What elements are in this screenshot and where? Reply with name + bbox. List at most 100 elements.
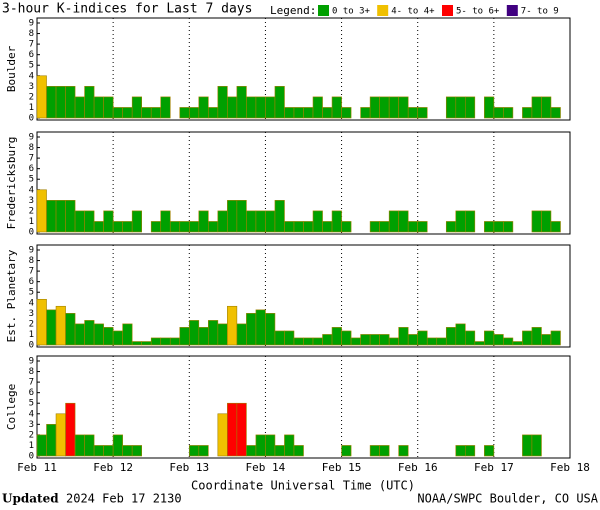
bar [331,96,342,119]
bar [65,200,76,233]
y-tick-label: 3 [29,309,34,319]
bar [65,313,76,346]
bar [312,210,323,233]
y-tick-label: 9 [29,357,34,367]
bar [341,107,352,119]
bar [179,327,190,346]
bar [122,221,133,233]
bar [112,434,123,457]
bar [474,341,485,346]
bar [131,210,142,233]
bar [360,107,371,119]
bar [84,320,95,346]
bar [388,337,399,346]
bar [503,221,514,233]
bar [122,323,133,346]
bar [93,221,104,233]
bar [341,445,352,457]
bar [255,96,266,119]
bar [531,96,542,119]
bar [93,96,104,119]
bar [112,107,123,119]
bar [322,107,333,119]
bar [103,327,114,346]
bar [465,330,476,346]
bar [131,96,142,119]
x-axis-label: Coordinate Universal Time (UTC) [191,479,415,493]
y-tick-label: 7 [29,378,34,388]
bar [407,107,419,119]
y-tick-label: 9 [29,19,34,29]
bar [369,334,380,346]
bar [36,434,47,457]
bar [246,445,257,457]
bar [426,337,438,346]
bar [246,210,257,233]
y-tick-label: 3 [29,196,34,206]
x-tick-label: Feb 17 [474,461,514,474]
bar [484,330,495,346]
bar [236,86,247,119]
bar [255,210,266,233]
bar [550,107,561,119]
legend-label: 0 to 3+ [332,7,371,17]
bar [493,221,504,233]
y-tick-label: 7 [29,40,34,50]
bar [436,337,447,346]
chart-title: 3-hour K-indices for Last 7 days [2,2,252,17]
bar [322,221,333,233]
bar [293,445,304,457]
bar [407,334,419,346]
bar [512,341,523,346]
bar [445,96,457,119]
bar [503,337,514,346]
bar [303,221,314,233]
bar [55,86,66,119]
bar [74,96,85,119]
y-tick-label: 6 [29,388,34,398]
bar [198,96,209,119]
bar [208,320,219,346]
y-tick-label: 0 [29,228,34,238]
bar [350,337,361,346]
bar [246,96,257,119]
bar [217,323,228,346]
bar [484,445,495,457]
bar [65,86,76,119]
y-tick-label: 1 [29,217,34,227]
bar [455,445,466,457]
bar [341,221,352,233]
bar [398,445,409,457]
bar [112,330,123,346]
bar [274,86,285,119]
bar [150,107,162,119]
bar [417,330,428,346]
bar [531,210,542,233]
bar [445,327,457,346]
bar [227,96,238,119]
legend-label: 5- to 6+ [456,7,500,17]
bar [445,221,457,233]
bar [550,330,561,346]
x-tick-label: Feb 15 [322,461,362,474]
bar [455,210,466,233]
bar [198,445,209,457]
bar [208,221,219,233]
bar [284,434,295,457]
bar [160,337,171,346]
x-tick-label: Feb 13 [169,461,209,474]
legend-swatch [442,5,453,16]
x-tick-label: Feb 11 [17,461,57,474]
bar [369,96,380,119]
bar [388,96,399,119]
bar [465,96,476,119]
panel-label: Est. Planetary [5,249,18,342]
y-tick-label: 6 [29,164,34,174]
y-tick-label: 8 [29,367,34,377]
bar [179,221,190,233]
bar [493,334,504,346]
y-tick-label: 8 [29,143,34,153]
bar [74,323,85,346]
bar [150,221,162,233]
bar [217,86,228,119]
